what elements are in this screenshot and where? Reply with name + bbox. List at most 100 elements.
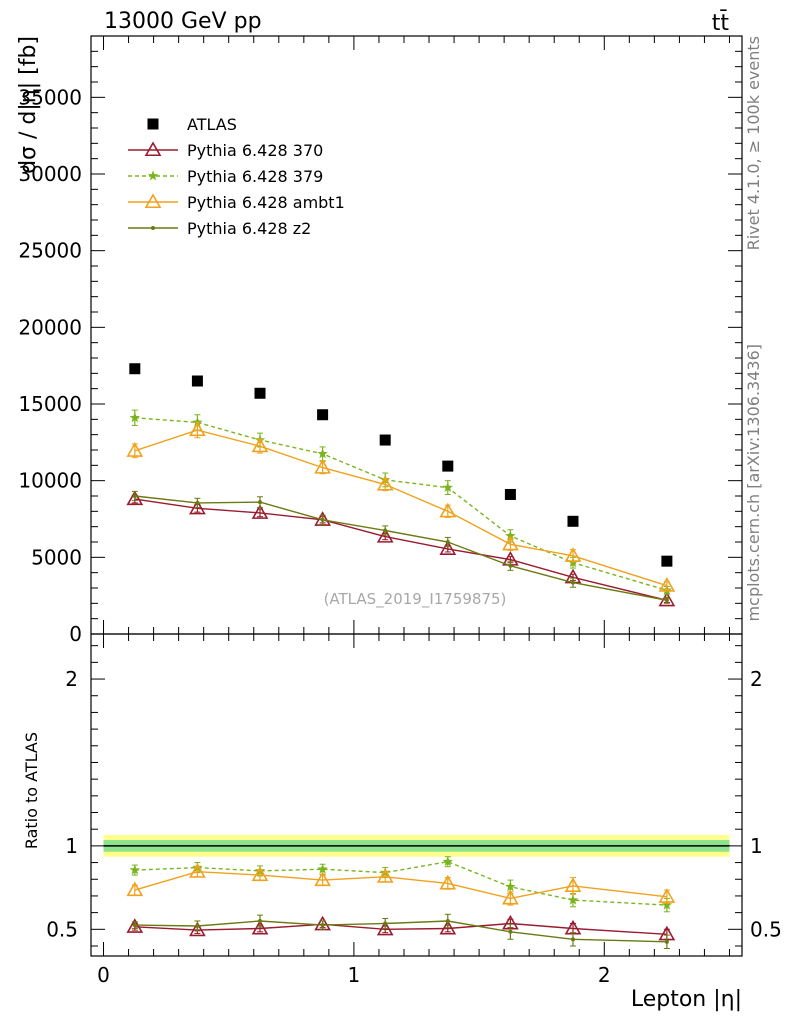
y-tick-label: 35000 — [18, 85, 82, 109]
x-axis-title: Lepton |η| — [631, 987, 742, 1012]
atlas-data-point — [254, 387, 266, 399]
ratio-series-3 — [131, 913, 670, 949]
main-point — [126, 490, 144, 506]
main-point — [317, 448, 328, 459]
ratio-point — [383, 921, 388, 926]
y-tick-label: 5000 — [31, 545, 82, 569]
main-point — [564, 547, 582, 562]
ratio-point — [126, 881, 144, 897]
legend-marker — [151, 226, 155, 230]
main-point — [376, 475, 394, 491]
main-point — [258, 500, 263, 505]
y-axis-title: dσ / d|η| [fb] — [16, 36, 41, 174]
y-tick-label: 20000 — [18, 315, 82, 339]
main-point — [251, 437, 269, 453]
atlas-data-point — [504, 488, 516, 500]
ratio-tick-label-left: 1 — [65, 834, 78, 858]
atlas-data-point — [317, 409, 329, 421]
legend-label: Pythia 6.428 z2 — [187, 219, 311, 238]
ratio-tick-label-right: 0.5 — [750, 917, 782, 941]
ratio-point — [317, 863, 328, 874]
ratio-point — [664, 939, 669, 944]
main-series-group — [126, 409, 676, 607]
ratio-line — [134, 870, 667, 900]
main-point — [129, 412, 140, 423]
ratio-uncertainty-band — [103, 835, 730, 857]
x-tick-label: 0 — [97, 963, 110, 987]
ratio-axis-ticks: 0.5 0.5 1 1 2 2 — [46, 634, 782, 956]
side-label-mcplots: mcplots.cern.ch [arXiv:1306.3436] — [744, 344, 763, 621]
ratio-point — [502, 889, 519, 905]
ratio-series-0 — [126, 914, 676, 941]
main-point — [658, 577, 676, 592]
ratio-point — [251, 866, 269, 882]
main-point — [126, 442, 144, 457]
ratio-plot-panel: 0.5 0.5 1 1 2 2 — [46, 633, 782, 957]
main-point — [132, 494, 137, 498]
y-tick-label: 30000 — [18, 162, 82, 186]
legend-marker — [144, 193, 162, 209]
main-point — [251, 504, 269, 519]
legend: ATLAS Pythia 6.428 370 Pythia 6.428 379 Pyt… — [128, 115, 345, 238]
ratio-point — [189, 863, 206, 878]
y-tick-label: 0 — [69, 622, 82, 646]
legend-entry: Pythia 6.428 370 — [128, 141, 323, 160]
atlas-data-point — [661, 555, 673, 567]
ratio-line — [134, 920, 667, 943]
legend-entry: Pythia 6.428 379 — [128, 167, 323, 186]
atlas-data-point — [442, 460, 454, 472]
ratio-point — [564, 877, 582, 892]
legend-marker — [144, 141, 162, 157]
x-tick-label: 1 — [348, 963, 361, 987]
ratio-series-2 — [126, 863, 676, 906]
main-point — [502, 535, 519, 551]
ratio-point — [570, 937, 575, 942]
legend-entry: Pythia 6.428 z2 — [128, 219, 311, 238]
main-point — [439, 502, 457, 518]
atlas-data-point — [567, 515, 579, 527]
main-series-2 — [126, 421, 676, 592]
main-point — [439, 540, 457, 555]
main-point — [664, 598, 669, 603]
main-point — [383, 528, 388, 533]
header-right: tt̄ — [712, 10, 730, 36]
atlas-data-point — [129, 363, 141, 375]
main-point — [445, 540, 450, 544]
main-point — [570, 580, 575, 585]
ratio-series-group — [126, 856, 676, 949]
ratio-point — [439, 919, 457, 935]
main-point — [508, 563, 513, 568]
y-tick-label: 15000 — [18, 392, 82, 416]
ratio-tick-label-left: 0.5 — [46, 917, 78, 941]
y-tick-label: 25000 — [18, 239, 82, 263]
atlas-data-point — [379, 434, 391, 446]
ratio-point — [658, 888, 676, 903]
y-tick-label: 10000 — [18, 469, 82, 493]
ratio-point — [505, 881, 516, 892]
legend-label: Pythia 6.428 ambt1 — [187, 193, 345, 212]
ratio-point — [189, 921, 206, 937]
ratio-tick-label-right: 2 — [750, 667, 763, 691]
ratio-point — [376, 868, 394, 883]
main-plot-panel: 0 5000 10000 15000 20000 25000 30000 35000 — [18, 35, 743, 646]
main-series-0 — [126, 490, 676, 607]
main-point — [189, 499, 206, 515]
main-line — [134, 495, 668, 601]
ratio-tick-label-left: 2 — [65, 667, 78, 691]
ratio-point — [661, 899, 673, 910]
main-point — [376, 528, 394, 543]
ratio-point — [314, 871, 331, 887]
main-point — [314, 459, 331, 474]
ratio-point — [132, 923, 137, 928]
ratio-point — [567, 894, 579, 905]
atlas-data-point — [191, 375, 203, 387]
main-point — [320, 517, 325, 522]
ratio-point — [251, 919, 269, 935]
legend-entry: Pythia 6.428 ambt1 — [128, 193, 345, 212]
ratio-point — [129, 864, 140, 875]
ratio-point — [376, 920, 394, 936]
legend-marker — [147, 170, 159, 181]
main-point — [195, 500, 200, 505]
ratio-point — [445, 918, 450, 923]
ratio-tick-label-right: 1 — [750, 834, 763, 858]
